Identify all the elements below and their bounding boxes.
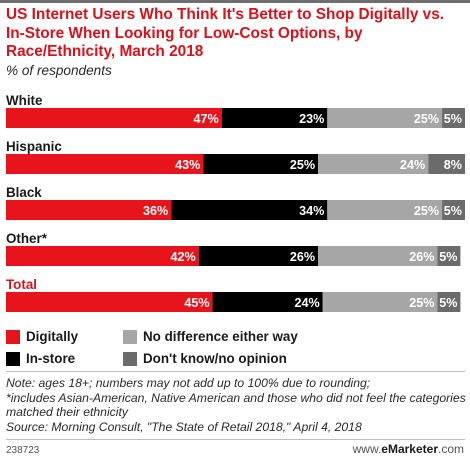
bar-segment-digitally: [6, 200, 172, 220]
bar-segment-in-store: [171, 200, 328, 220]
data-label-in-store: 25%: [290, 158, 315, 172]
source-line: Source: Morning Consult, "The State of R…: [6, 419, 362, 434]
bar-segment-in-store: [212, 292, 323, 312]
data-label-dont-know: 5%: [439, 250, 457, 264]
bar-segment-digitally: [6, 292, 213, 312]
bar-segment-dont-know: [437, 292, 461, 312]
data-label-in-store: 24%: [294, 296, 319, 310]
category-label: White: [6, 93, 42, 108]
legend: Digitally No difference either way In-st…: [6, 329, 466, 369]
bar-segment-in-store: [221, 108, 328, 128]
bar-segment-dont-know: [442, 108, 465, 128]
note-footnote: *includes Asian-American, Native America…: [6, 390, 466, 420]
legend-label-dont-know: Don't know/no opinion: [143, 351, 287, 366]
data-label-no-difference: 26%: [409, 250, 434, 264]
data-label-dont-know: 8%: [444, 158, 462, 172]
data-label-digitally: 42%: [171, 250, 196, 264]
data-label-in-store: 34%: [299, 204, 324, 218]
data-label-dont-know: 5%: [444, 112, 462, 126]
data-label-in-store: 26%: [290, 250, 315, 264]
bar-segment-no-difference: [327, 200, 443, 220]
bar-segment-no-difference: [322, 292, 438, 312]
bar-segment-dont-know: [442, 200, 465, 220]
data-label-digitally: 45%: [184, 296, 209, 310]
category-label: Black: [6, 185, 42, 200]
bar-segment-dont-know: [437, 246, 461, 266]
chart-notes: Note: ages 18+; numbers may not add up t…: [6, 376, 466, 434]
legend-swatch-no-difference: [123, 329, 137, 344]
note-line: Note: ages 18+; numbers may not add up t…: [6, 376, 371, 390]
brand-name: eMarketer: [381, 442, 438, 456]
legend-swatch-in-store: [6, 351, 20, 366]
legend-label-digitally: Digitally: [26, 329, 79, 344]
category-label: Hispanic: [6, 139, 62, 154]
chart-id: 238723: [6, 445, 40, 456]
bar-segment-digitally: [6, 246, 199, 266]
bar-segment-no-difference: [318, 154, 429, 174]
data-label-in-store: 23%: [299, 112, 324, 126]
legend-item-in-store: In-store: [6, 351, 75, 366]
data-label-digitally: 36%: [143, 204, 168, 218]
chart-title: US Internet Users Who Think It's Better …: [6, 6, 445, 60]
brand-link[interactable]: www.eMarketer.com: [353, 442, 464, 456]
legend-label-no-difference: No difference either way: [143, 329, 298, 344]
bar-segment-no-difference: [318, 246, 438, 266]
notes-divider: [6, 371, 465, 372]
data-label-dont-know: 5%: [439, 296, 457, 310]
bar-segment-in-store: [203, 154, 319, 174]
data-label-digitally: 43%: [175, 158, 200, 172]
bar-segment-digitally: [6, 154, 204, 174]
data-label-no-difference: 25%: [414, 204, 439, 218]
legend-label-in-store: In-store: [26, 351, 76, 366]
data-label-digitally: 47%: [194, 112, 219, 126]
bar-segment-digitally: [6, 108, 222, 128]
data-label-no-difference: 24%: [400, 158, 425, 172]
bar-segment-dont-know: [428, 154, 465, 174]
data-label-no-difference: 25%: [409, 296, 434, 310]
category-label: Total: [6, 277, 37, 292]
bar-segment-no-difference: [327, 108, 443, 128]
legend-item-no-difference: No difference either way: [123, 329, 298, 344]
brand-prefix: www.: [352, 442, 382, 456]
legend-item-digitally: Digitally: [6, 329, 78, 344]
top-rule: [0, 0, 470, 3]
category-label: Other*: [6, 231, 48, 246]
legend-item-dont-know: Don't know/no opinion: [123, 351, 287, 366]
legend-swatch-digitally: [6, 329, 20, 344]
brand-suffix: .com: [437, 442, 464, 456]
chart-subtitle: % of respondents: [6, 63, 112, 78]
footer-divider: [6, 439, 465, 440]
data-label-dont-know: 5%: [444, 204, 462, 218]
legend-swatch-dont-know: [123, 351, 137, 366]
bar-segment-in-store: [198, 246, 319, 266]
data-label-no-difference: 25%: [414, 112, 439, 126]
stacked-bar-chart: White 47% 23% 25% 5% Hispanic 43% 25% 24% 8% Black…: [6, 93, 465, 312]
